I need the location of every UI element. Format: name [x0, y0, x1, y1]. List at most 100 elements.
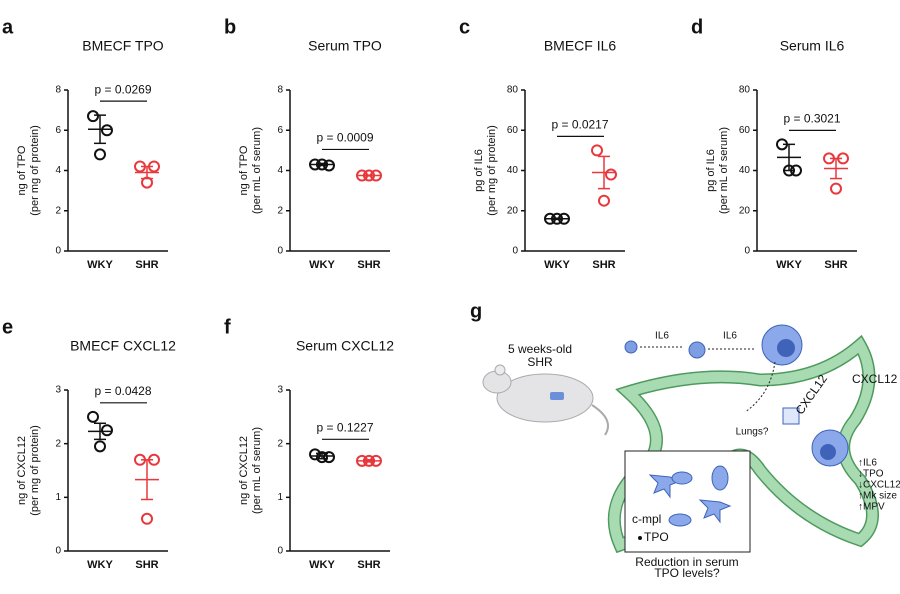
inset: [624, 450, 751, 553]
chart: c BMECF IL6 pg of IL6 (per mg of protein) 0 2…: [459, 16, 625, 271]
panel-letter: f: [224, 316, 231, 338]
chart-title: Serum TPO: [308, 38, 382, 54]
arrow-label: IL6: [723, 331, 737, 342]
y-tick-label: 6: [55, 125, 61, 136]
y-tick-label: 1: [55, 492, 61, 503]
chart-title: Serum IL6: [780, 38, 845, 54]
panel-letter: c: [459, 16, 470, 38]
data-point: [87, 410, 99, 423]
chart: e BMECF CXCL12 ng of CXCL12 (per mg of prot…: [2, 316, 176, 571]
p-value: p = 0.0269: [94, 82, 151, 96]
inset-caption: Reduction in serum: [635, 555, 738, 569]
receptor-label: c-mpl: [632, 512, 661, 526]
y-tick-label: 0: [277, 246, 283, 257]
chart: b Serum TPO ng of TPO (per mL of serum) 0 2 4 6…: [224, 16, 390, 271]
data-point: [148, 160, 160, 173]
chart-title: BMECF CXCL12: [70, 338, 176, 354]
y-axis-label: ng of TPO: [238, 145, 250, 195]
data-point: [141, 512, 153, 525]
y-axis-label: ng of CXCL12: [16, 436, 28, 505]
data-point: [363, 454, 375, 467]
y-axis-label: ng of TPO: [16, 145, 28, 195]
y-tick-label: 4: [55, 165, 61, 176]
change: ↓TPO: [858, 469, 884, 480]
mouse-label: 5 weeks-old: [508, 342, 572, 356]
cells: [624, 324, 849, 467]
panel-letter: a: [2, 16, 14, 38]
y-tick-label: 60: [739, 125, 751, 136]
y-tick-label: 2: [55, 438, 61, 449]
data-point: [101, 424, 113, 437]
y-axis-label: (per mg of protein): [29, 425, 41, 515]
change: ↑MPV: [858, 502, 885, 513]
panel-letter: e: [2, 316, 13, 338]
p-value: p = 0.0428: [94, 384, 151, 398]
data-point: [605, 168, 617, 181]
data-point: [356, 169, 368, 182]
data-point: [551, 212, 563, 225]
change: ↑Mk size: [858, 491, 897, 502]
x-tick-label: WKY: [309, 259, 335, 271]
data-point: [783, 164, 795, 177]
arrow-label: IL6: [655, 331, 669, 342]
mouse-label: SHR: [527, 355, 553, 369]
data-point: [370, 169, 382, 182]
y-axis-label: (per mg of protein): [486, 125, 498, 215]
arrows: [640, 346, 776, 413]
data-point: [316, 158, 328, 171]
y-axis-label: ng of CXCL12: [238, 436, 250, 505]
panel-letter: b: [224, 16, 236, 38]
data-point: [370, 454, 382, 467]
data-point: [790, 164, 802, 177]
x-tick-label: SHR: [357, 259, 380, 271]
y-tick-label: 40: [739, 165, 751, 176]
x-tick-label: WKY: [309, 559, 335, 571]
chart-title: BMECF IL6: [544, 38, 617, 54]
vessel-label-small: CXCL12: [852, 372, 898, 386]
x-tick-label: WKY: [776, 259, 802, 271]
data-point: [591, 144, 603, 157]
y-tick-label: 3: [55, 385, 61, 396]
vessel: [607, 334, 879, 554]
y-tick-label: 40: [507, 165, 519, 176]
y-tick-label: 60: [507, 125, 519, 136]
data-point: [356, 454, 368, 467]
data-point: [94, 440, 106, 453]
data-point: [544, 212, 556, 225]
data-point: [101, 124, 113, 137]
chart-title: Serum CXCL12: [296, 338, 394, 354]
p-value: p = 0.0009: [316, 131, 373, 145]
x-tick-label: SHR: [135, 559, 158, 571]
chart: f Serum CXCL12 ng of CXCL12 (per mL of seru…: [224, 316, 394, 571]
diagram: g 5 weeks-old SHR IL6 IL6 CXCL12: [470, 300, 900, 580]
y-tick-label: 8: [55, 85, 61, 96]
mouse: [482, 364, 609, 436]
chart: d Serum IL6 pg of IL6 (per mL of serum) 0 20 4…: [691, 16, 857, 271]
x-tick-label: SHR: [592, 259, 615, 271]
chart-title: BMECF TPO: [82, 38, 164, 54]
x-tick-label: WKY: [544, 259, 570, 271]
data-point: [87, 110, 99, 123]
y-tick-label: 3: [277, 385, 283, 396]
y-tick-label: 0: [55, 546, 61, 557]
data-point: [134, 453, 146, 466]
y-tick-label: 1: [277, 492, 283, 503]
y-tick-label: 80: [507, 85, 519, 96]
x-tick-label: SHR: [135, 259, 158, 271]
y-axis-label: pg of IL6: [705, 149, 717, 192]
y-axis-label: (per mg of protein): [29, 125, 41, 215]
data-point: [323, 159, 335, 172]
data-point: [830, 182, 842, 195]
data-point: [776, 138, 788, 151]
lungs-label: Lungs?: [736, 427, 769, 438]
ligand-label: TPO: [644, 530, 669, 544]
y-tick-label: 2: [277, 205, 283, 216]
y-tick-label: 0: [277, 546, 283, 557]
data-point: [363, 169, 375, 182]
y-axis-label: (per mL of serum): [251, 427, 263, 514]
y-axis-label: (per mL of serum): [251, 127, 263, 214]
y-tick-label: 8: [277, 85, 283, 96]
y-tick-label: 80: [739, 85, 751, 96]
y-tick-label: 6: [277, 125, 283, 136]
y-axis-label: (per mL of serum): [718, 127, 730, 214]
